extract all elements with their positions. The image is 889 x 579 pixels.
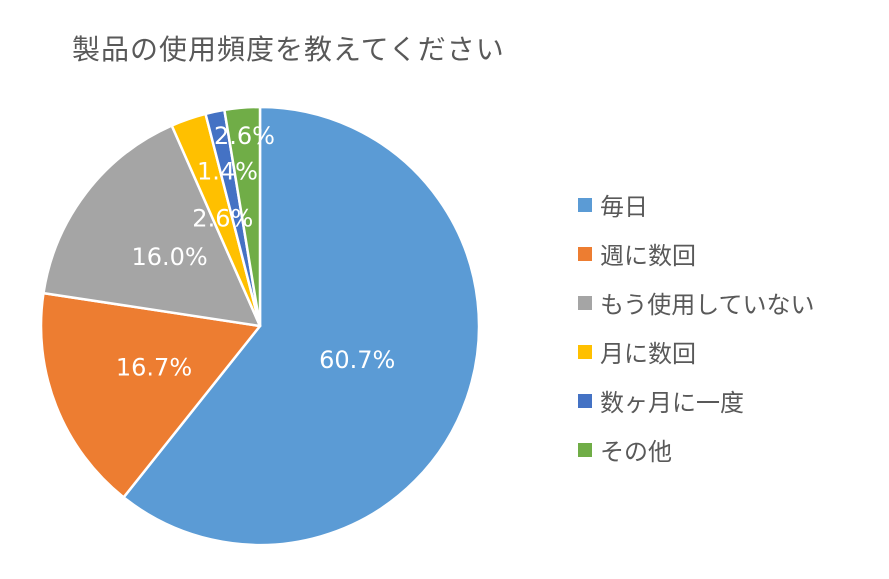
legend-label: 数ヶ月に一度 — [600, 389, 744, 417]
pie-slices — [39, 105, 481, 547]
slice-data-label-3: 16.0% — [131, 243, 207, 271]
pie-slice-6 — [223, 105, 262, 328]
slice-data-label-2: 16.7% — [116, 354, 192, 382]
legend-swatch — [578, 393, 592, 408]
legend-item-1: 毎日 — [578, 180, 815, 229]
legend-swatch — [578, 344, 592, 359]
legend-label: その他 — [600, 438, 672, 466]
slice-data-label-1: 60.7% — [319, 346, 395, 374]
legend-swatch — [578, 442, 592, 457]
slice-data-label-6: 2.6% — [214, 122, 275, 150]
legend-item-5: 数ヶ月に一度 — [578, 376, 815, 425]
pie-slice-1 — [122, 105, 481, 547]
legend-label: 毎日 — [600, 193, 648, 221]
legend-item-6: その他 — [578, 425, 815, 474]
pie-slice-2 — [39, 291, 262, 499]
legend-item-2: 週に数回 — [578, 229, 815, 278]
slice-data-label-5: 1.4% — [197, 158, 258, 186]
legend-swatch — [578, 197, 592, 212]
slice-data-label-4: 2.6% — [192, 204, 253, 232]
legend-swatch — [578, 295, 592, 310]
pie-slice-3 — [42, 124, 262, 328]
legend-label: 週に数回 — [600, 242, 696, 270]
legend-item-4: 月に数回 — [578, 327, 815, 376]
legend: 毎日週に数回もう使用していない 月に数回数ヶ月に一度 その他 — [578, 180, 815, 474]
legend-label: 月に数回 — [600, 340, 696, 368]
legend-item-3: もう使用していない — [578, 278, 815, 327]
legend-swatch — [578, 246, 592, 261]
chart-title: 製品の使用頻度を教えてください — [72, 33, 505, 66]
legend-label: もう使用していない — [600, 291, 815, 319]
pie-data-labels: 60.7% 16.7% 16.0% 2.6% 1.4% 2.6% — [116, 122, 395, 382]
